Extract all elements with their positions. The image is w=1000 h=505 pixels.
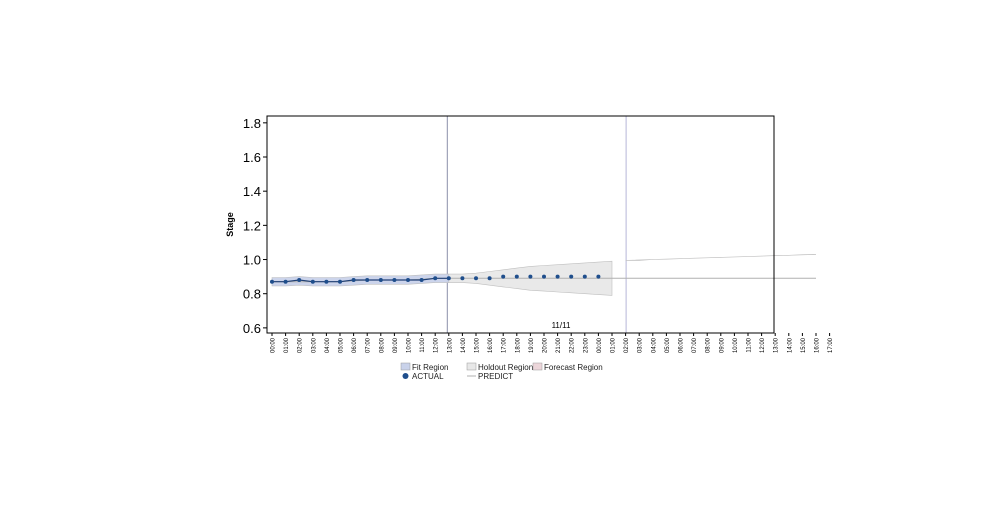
x-tick-label: 05:00	[339, 337, 345, 353]
date-annotation: 11/11	[552, 321, 571, 330]
y-tick-label: 0.8	[243, 287, 261, 302]
actual-series-line	[272, 277, 449, 283]
x-tick-label: 04:00	[325, 337, 331, 353]
x-tick-label: 08:00	[379, 337, 385, 353]
x-tick-label: 08:00	[706, 337, 712, 353]
x-tick-label: 00:00	[597, 337, 603, 353]
actual-data-point	[378, 278, 383, 282]
x-tick-label: 14:00	[787, 337, 793, 353]
x-tick-label: 12:00	[760, 337, 766, 353]
x-tick-label: 16:00	[488, 337, 494, 353]
actual-data-point	[270, 279, 274, 284]
x-tick-label: 17:00	[828, 337, 834, 353]
actual-data-point	[419, 278, 424, 282]
legend-swatch-forecast-region	[532, 362, 543, 371]
x-tick-label: 04:00	[651, 337, 657, 353]
x-tick-label: 02:00	[298, 337, 304, 353]
actual-data-point	[446, 276, 451, 281]
x-tick-label: 07:00	[692, 337, 698, 353]
legend-label-holdout-region: Holdout Region	[478, 363, 533, 372]
y-tick-label: 1.8	[243, 116, 261, 131]
legend-label-predict: PREDICT	[478, 372, 513, 381]
x-tick-label: 03:00	[638, 337, 644, 353]
actual-data-point	[596, 274, 601, 279]
x-tick-label: 10:00	[407, 337, 413, 353]
x-tick-label: 13:00	[774, 337, 780, 353]
x-tick-label: 02:00	[624, 337, 630, 353]
actual-data-point	[433, 276, 438, 281]
x-tick-label: 15:00	[801, 337, 807, 353]
actual-data-point	[569, 274, 574, 279]
x-tick-label: 09:00	[719, 337, 725, 353]
actual-data-point	[528, 274, 533, 279]
y-axis-label: Stage	[225, 212, 235, 237]
x-tick-label: 20:00	[543, 337, 549, 353]
actual-data-point	[501, 274, 506, 279]
x-tick-label: 19:00	[529, 337, 535, 353]
x-tick-label: 23:00	[583, 337, 589, 353]
x-tick-label: 16:00	[815, 337, 821, 353]
x-tick-label: 09:00	[393, 337, 399, 353]
legend-label-actual: ACTUAL	[412, 372, 444, 381]
x-tick-label: 10:00	[733, 337, 739, 353]
legend-label-fit-region: Fit Region	[412, 363, 448, 372]
actual-data-point	[351, 278, 356, 282]
x-tick-label: 06:00	[679, 337, 685, 353]
legend-label-forecast-region: Forecast Region	[544, 363, 603, 372]
x-tick-label: 00:00	[271, 337, 277, 353]
y-tick-label: 1.4	[243, 184, 261, 199]
actual-data-point	[542, 274, 546, 279]
actual-data-point	[324, 279, 329, 284]
actual-data-point	[555, 274, 560, 279]
actual-data-point	[474, 276, 478, 281]
x-tick-label: 22:00	[570, 337, 576, 353]
forecast-region-band	[625, 254, 817, 261]
x-tick-label: 13:00	[447, 337, 453, 353]
actual-data-point	[283, 279, 288, 284]
x-tick-label: 18:00	[515, 337, 521, 353]
legend-swatch-fit-region	[400, 362, 411, 371]
x-tick-label: 01:00	[284, 337, 290, 353]
actual-data-point	[310, 279, 315, 284]
x-tick-label: 11:00	[420, 337, 426, 352]
x-tick-label: 05:00	[665, 337, 671, 353]
x-tick-label: 15:00	[475, 337, 481, 353]
y-tick-label: 0.6	[243, 321, 261, 336]
x-tick-label: 17:00	[502, 337, 508, 353]
y-tick-label: 1.6	[243, 150, 261, 165]
plot-frame	[266, 115, 775, 334]
x-tick-label: 01:00	[611, 337, 617, 353]
x-tick-label: 03:00	[311, 337, 317, 353]
legend-swatch-actual	[402, 373, 409, 379]
x-tick-label: 06:00	[352, 337, 358, 353]
legend-swatch-holdout-region	[466, 362, 477, 371]
x-tick-label: 07:00	[366, 337, 372, 353]
actual-data-point	[365, 278, 370, 282]
x-tick-label: 14:00	[461, 337, 467, 353]
actual-data-point	[460, 276, 465, 281]
x-tick-label: 11:00	[747, 337, 753, 352]
actual-data-point	[582, 274, 587, 279]
actual-data-point	[338, 279, 342, 284]
actual-data-point	[392, 278, 397, 282]
x-tick-label: 12:00	[434, 337, 440, 353]
actual-data-point	[487, 276, 492, 281]
x-tick-label: 21:00	[556, 337, 562, 353]
actual-data-point	[514, 274, 519, 279]
actual-data-point	[406, 278, 410, 282]
actual-data-point	[297, 278, 302, 282]
y-tick-label: 1.0	[243, 253, 261, 268]
y-tick-label: 1.2	[243, 218, 261, 233]
